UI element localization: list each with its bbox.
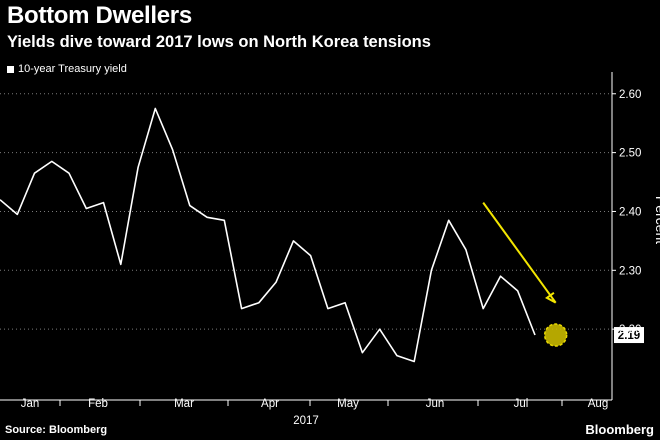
- highlight-circle: [543, 323, 568, 347]
- source-note: Source: Bloomberg: [5, 424, 108, 436]
- x-tick-label: Mar: [174, 398, 194, 410]
- end-value-box: [614, 327, 644, 344]
- x-axis: Jan Feb Mar Apr May Jun Jul Aug 2017: [0, 398, 612, 427]
- x-tick-label: Jul: [514, 398, 529, 410]
- y-tick-label: 2.60: [619, 89, 641, 101]
- annotation-arrowhead-icon: [544, 292, 557, 304]
- y-axis: 2.20 2.30 2.40 2.50 2.60 Percent: [611, 72, 660, 400]
- y-tick-label: 2.20: [619, 324, 641, 336]
- series-line: [0, 107, 536, 363]
- y-tick-label: 2.50: [619, 148, 641, 160]
- grid-lines: [0, 93, 612, 330]
- end-value-label: 2.19: [618, 330, 640, 342]
- legend: 10-year Treasury yield: [7, 63, 127, 75]
- x-tick-label: Apr: [261, 398, 279, 410]
- chart-title: Bottom Dwellers: [7, 2, 192, 29]
- y-tick-label: 2.40: [619, 206, 641, 218]
- legend-label: 10-year Treasury yield: [18, 63, 127, 75]
- brand-logo: Bloomberg: [585, 422, 654, 437]
- x-tick-label: Jun: [426, 398, 445, 410]
- chart-subtitle: Yields dive toward 2017 lows on North Ko…: [7, 33, 431, 51]
- x-year-label: 2017: [293, 415, 319, 427]
- annotation-arrow-line: [482, 202, 557, 304]
- x-tick-label: Aug: [588, 398, 608, 410]
- x-tick-label: May: [337, 398, 359, 410]
- legend-swatch-icon: [7, 65, 14, 73]
- x-tick-label: Jan: [21, 398, 40, 410]
- series-group: [0, 107, 536, 363]
- y-axis-title: Percent: [653, 196, 660, 244]
- annotations-group: 2.19: [482, 202, 644, 347]
- y-tick-label: 2.30: [619, 265, 641, 277]
- x-tick-label: Feb: [88, 398, 108, 410]
